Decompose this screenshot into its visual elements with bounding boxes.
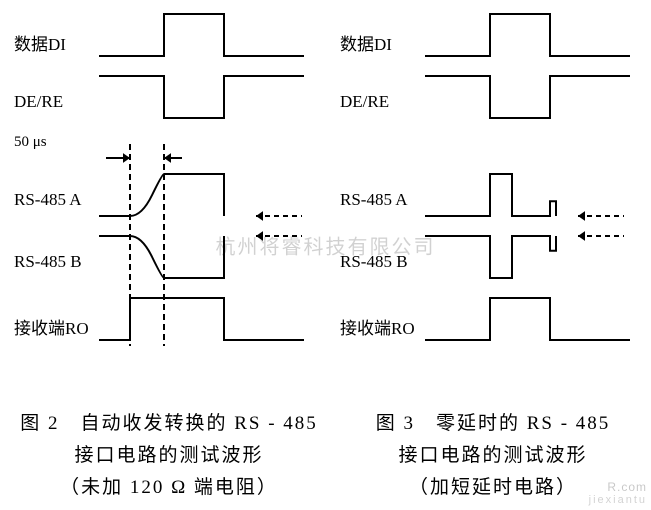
figure-2-waveforms xyxy=(4,6,324,366)
label-ro-r: 接收端RO xyxy=(340,314,415,339)
label-ro: 接收端RO xyxy=(14,314,89,339)
figure-2-caption: 图 2 自动收发转换的 RS - 485 接口电路的测试波形 （未加 120 Ω… xyxy=(14,408,324,504)
label-rs485a: RS-485 A xyxy=(14,190,82,210)
figure-3-waveforms xyxy=(330,6,650,366)
label-di: 数据DI xyxy=(14,30,66,55)
watermark-corner: R.com xyxy=(607,480,647,494)
label-rs485b: RS-485 B xyxy=(14,252,82,272)
watermark-corner-small: jiexiantu xyxy=(589,494,647,506)
caption-line: （未加 120 Ω 端电阻） xyxy=(14,472,324,504)
figure-2-panel: 数据DI DE/RE 50 μs RS-485 A RS-485 B 接收端RO xyxy=(4,6,324,406)
caption-line: 接口电路的测试波形 xyxy=(14,440,324,472)
figure-3-caption: 图 3 零延时的 RS - 485 接口电路的测试波形 （加短延时电路） xyxy=(338,408,648,504)
label-di-r: 数据DI xyxy=(340,30,392,55)
label-dere: DE/RE xyxy=(14,92,63,112)
label-rs485b-r: RS-485 B xyxy=(340,252,408,272)
label-dere-r: DE/RE xyxy=(340,92,389,112)
label-rs485a-r: RS-485 A xyxy=(340,190,408,210)
caption-line: 接口电路的测试波形 xyxy=(338,440,648,472)
figure-3-panel: 数据DI DE/RE RS-485 A RS-485 B 接收端RO xyxy=(330,6,650,406)
label-delay: 50 μs xyxy=(14,134,47,151)
caption-line: 图 2 自动收发转换的 RS - 485 xyxy=(14,408,324,440)
caption-line: 图 3 零延时的 RS - 485 xyxy=(338,408,648,440)
